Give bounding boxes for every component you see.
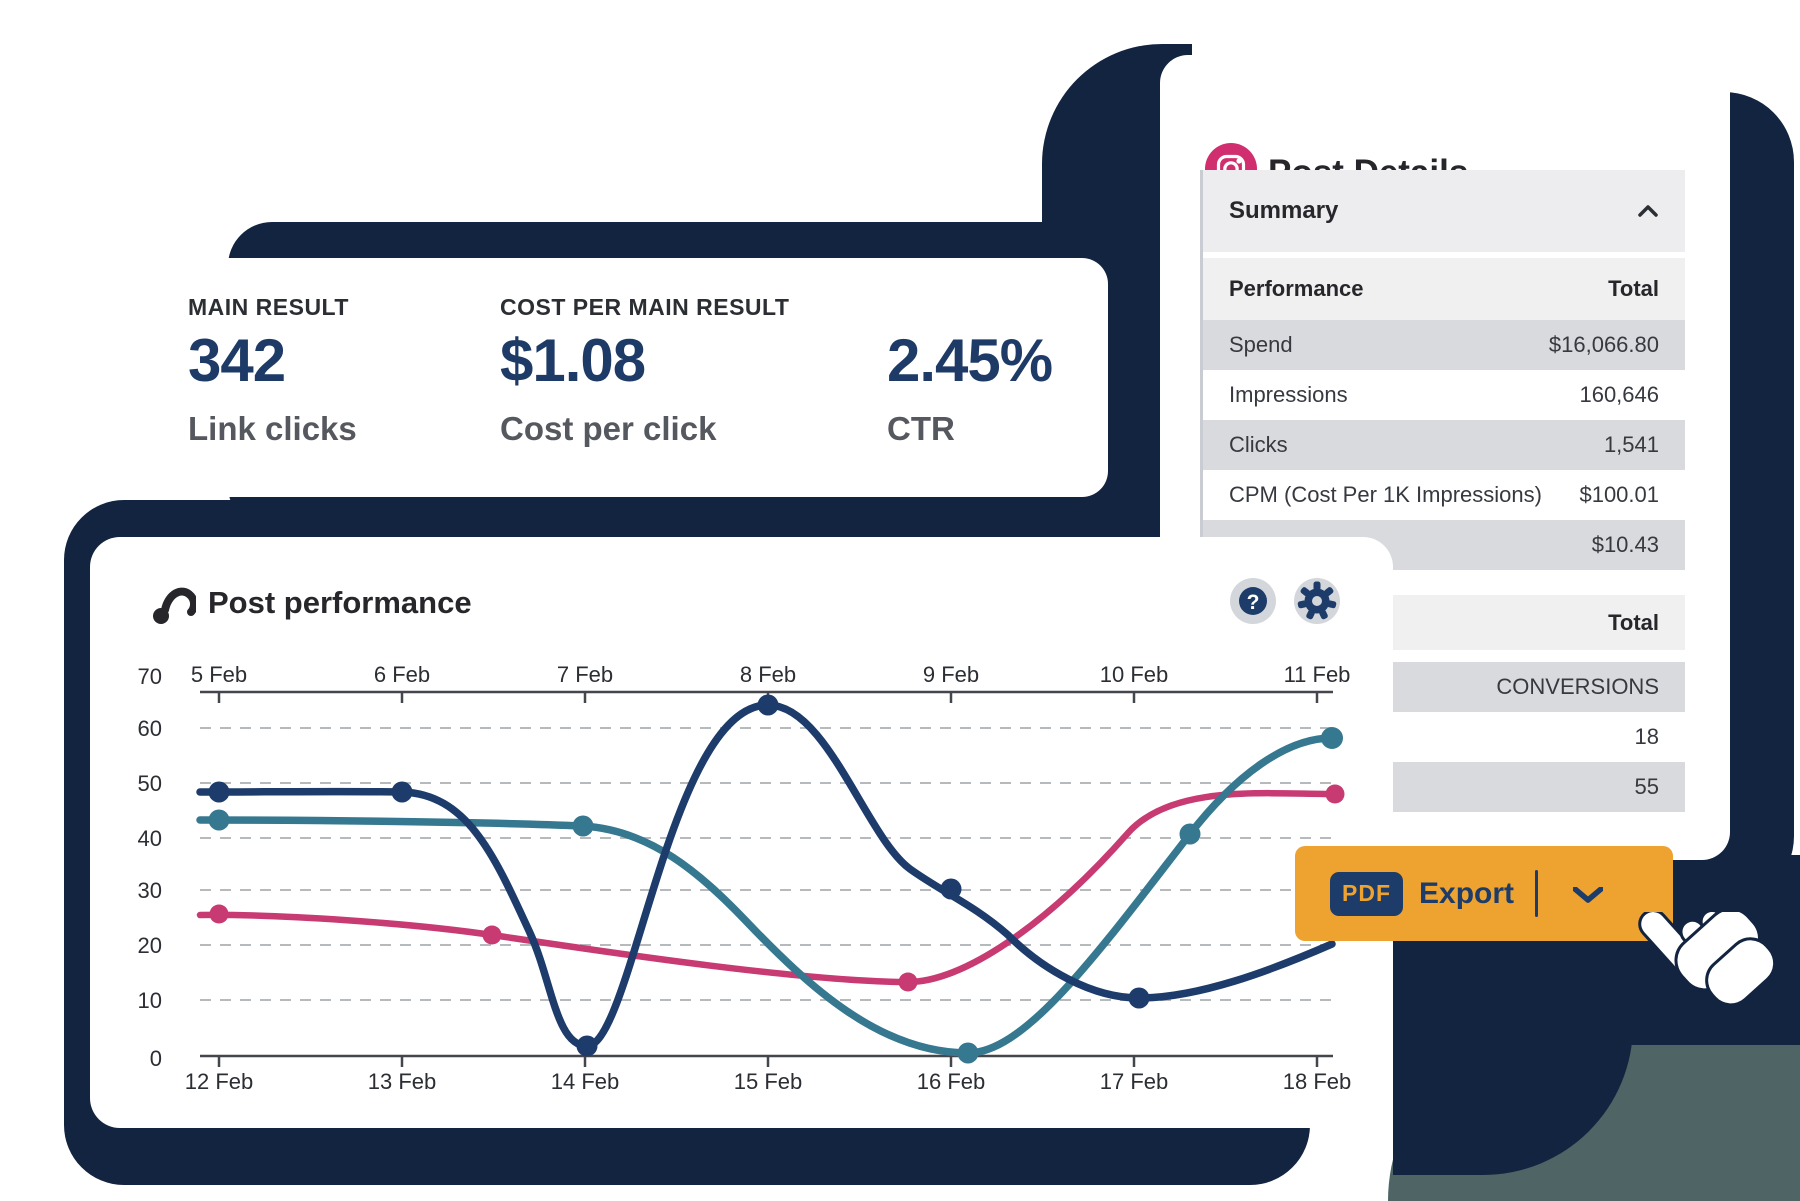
performance-header-row: Performance Total — [1203, 258, 1685, 320]
row-value: $100.01 — [1579, 482, 1659, 507]
series-teal — [196, 727, 1343, 1064]
y-axis-labels: 70 60 50 40 30 20 10 0 — [138, 664, 162, 1071]
row-label: Clicks — [1229, 432, 1288, 457]
row-label: Impressions — [1229, 382, 1348, 407]
metric-sublabel: Link clicks — [188, 410, 357, 447]
svg-text:14 Feb: 14 Feb — [551, 1069, 620, 1094]
svg-text:15 Feb: 15 Feb — [734, 1069, 803, 1094]
row-value: CONVERSIONS — [1496, 674, 1659, 699]
settings-button[interactable] — [1294, 578, 1340, 624]
series-pink — [196, 784, 1345, 992]
svg-text:50: 50 — [138, 771, 162, 796]
performance-table: Summary Performance Total Spend $16,066.… — [1200, 170, 1685, 570]
post-performance-card: Post performance ? — [90, 537, 1393, 1128]
row-value: 18 — [1634, 724, 1659, 749]
svg-text:18 Feb: 18 Feb — [1283, 1069, 1352, 1094]
row-value: 55 — [1634, 774, 1659, 799]
table-row: Spend $16,066.80 — [1203, 320, 1685, 370]
main-result-card: MAIN RESULT 342 Link clicks COST PER MAI… — [140, 258, 1108, 497]
svg-text:16 Feb: 16 Feb — [917, 1069, 986, 1094]
spline-icon — [153, 587, 196, 624]
metric-label: COST PER MAIN RESULT — [500, 294, 790, 320]
row-value: 1,541 — [1603, 432, 1659, 457]
performance-header-total: Total — [1608, 276, 1659, 301]
chevron-down-icon[interactable] — [1573, 887, 1603, 903]
export-label: Export — [1419, 876, 1515, 910]
hand-pointer-icon — [1638, 912, 1777, 1007]
metric-sublabel: Cost per click — [500, 410, 717, 447]
series-navy — [196, 694, 1336, 1057]
metric-value: 2.45% — [887, 327, 1053, 394]
pdf-badge: PDF — [1330, 871, 1403, 916]
metric-value: 342 — [188, 327, 286, 394]
metric-value: $1.08 — [500, 327, 646, 394]
chevron-up-icon — [1638, 205, 1658, 217]
summary-label: Summary — [1229, 197, 1339, 224]
svg-text:?: ? — [1247, 591, 1260, 614]
row-value: $10.43 — [1591, 532, 1659, 557]
svg-text:10 Feb: 10 Feb — [1100, 662, 1169, 687]
svg-text:20: 20 — [138, 933, 162, 958]
svg-text:9 Feb: 9 Feb — [923, 662, 979, 687]
metric-sublabel: CTR — [887, 410, 955, 447]
summary-section-toggle[interactable]: Summary — [1203, 170, 1685, 252]
svg-text:7 Feb: 7 Feb — [557, 662, 613, 687]
performance-header-label: Performance — [1229, 276, 1364, 301]
conversions-header-total: Total — [1608, 609, 1659, 635]
svg-text:6 Feb: 6 Feb — [374, 662, 430, 687]
svg-text:17 Feb: 17 Feb — [1100, 1069, 1169, 1094]
row-value: 160,646 — [1579, 382, 1659, 407]
axis-lines — [200, 690, 1333, 1067]
x-axis-top-labels: 5 Feb 6 Feb 7 Feb 8 Feb 9 Feb 10 Feb 11 … — [191, 662, 1351, 687]
table-row: Impressions 160,646 — [1203, 370, 1685, 420]
x-axis-bottom-labels: 12 Feb 13 Feb 14 Feb 15 Feb 16 Feb 17 Fe… — [185, 1069, 1352, 1094]
svg-text:30: 30 — [138, 878, 162, 903]
table-row: CPM (Cost Per 1K Impressions) $100.01 — [1203, 470, 1685, 520]
svg-text:10: 10 — [138, 988, 162, 1013]
gear-icon — [1297, 581, 1337, 620]
help-button[interactable]: ? — [1230, 578, 1276, 624]
pdf-badge-label: PDF — [1342, 880, 1391, 906]
line-chart: 5 Feb 6 Feb 7 Feb 8 Feb 9 Feb 10 Feb 11 … — [138, 662, 1352, 1094]
svg-text:8 Feb: 8 Feb — [740, 662, 796, 687]
svg-text:60: 60 — [138, 716, 162, 741]
svg-text:5 Feb: 5 Feb — [191, 662, 247, 687]
chart-title: Post performance — [208, 585, 472, 620]
export-button[interactable]: PDF Export — [1295, 846, 1673, 941]
svg-text:11 Feb: 11 Feb — [1284, 662, 1351, 687]
row-label: CPM (Cost Per 1K Impressions) — [1229, 482, 1542, 507]
svg-text:0: 0 — [150, 1046, 162, 1071]
export-divider — [1535, 870, 1538, 917]
table-row: Clicks 1,541 — [1203, 420, 1685, 470]
question-icon: ? — [1239, 587, 1267, 615]
svg-text:12 Feb: 12 Feb — [185, 1069, 254, 1094]
svg-text:13 Feb: 13 Feb — [368, 1069, 437, 1094]
svg-text:40: 40 — [138, 826, 162, 851]
svg-text:70: 70 — [138, 664, 162, 689]
row-value: $16,066.80 — [1548, 332, 1659, 357]
row-label: Spend — [1229, 332, 1293, 357]
metric-label: MAIN RESULT — [188, 294, 349, 320]
